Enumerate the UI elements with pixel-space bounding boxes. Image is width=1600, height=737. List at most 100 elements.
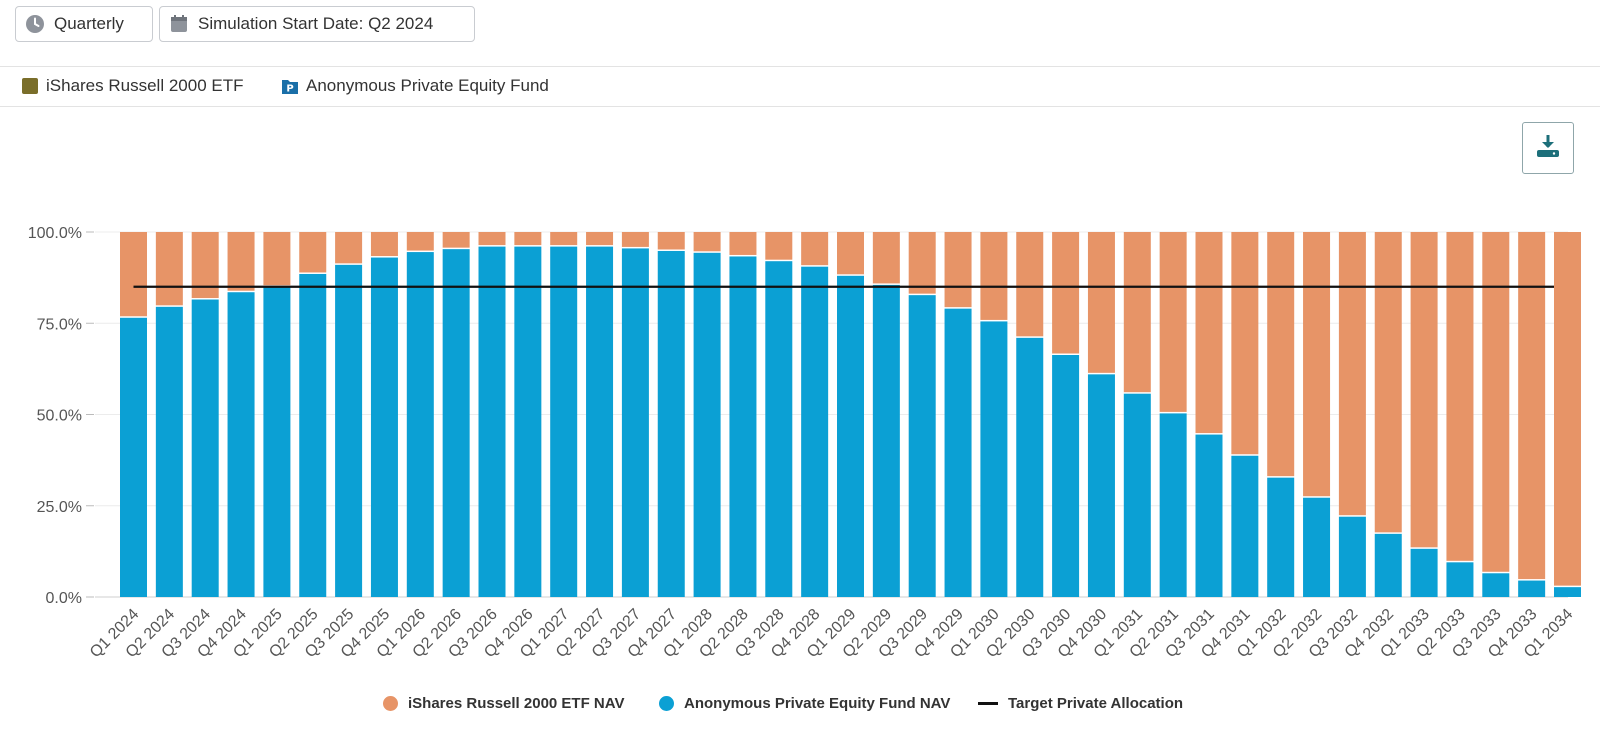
bar-public-nav [1303,232,1331,497]
bar-private-nav [1518,580,1546,597]
private-fund-badge-icon: P [282,78,298,95]
bar-private-nav [1231,455,1259,597]
bar-public-nav [765,232,793,260]
bar-public-nav [621,232,649,247]
calendar-icon [168,13,190,35]
bar-private-nav [1446,562,1474,597]
bar-public-nav [908,232,936,294]
bar-public-nav [657,232,685,250]
bar-private-nav [1159,413,1187,597]
bar-public-nav [1410,232,1438,548]
bar-private-nav [1052,355,1080,597]
public-fund-swatch [22,78,38,94]
private-fund-chip[interactable]: P Anonymous Private Equity Fund [282,76,549,96]
legend-dot-marker [659,696,674,711]
start-date-label: Simulation Start Date: Q2 2024 [198,14,434,33]
bar-public-nav [1123,232,1151,393]
bar-private-nav [370,257,398,597]
bar-private-nav [1016,337,1044,597]
bar-public-nav [872,232,900,284]
bar-public-nav [1159,232,1187,412]
bar-private-nav [406,252,434,597]
bar-private-nav [801,266,829,597]
bar-private-nav [1410,548,1438,597]
download-button[interactable] [1522,122,1574,174]
legend-item[interactable]: Target Private Allocation [978,695,1183,712]
legend-label: Anonymous Private Equity Fund NAV [684,695,951,712]
bar-public-nav [944,232,972,308]
y-tick-label: 50.0% [37,408,82,425]
bar-private-nav [263,286,291,597]
bar-public-nav [442,232,470,248]
bar-private-nav [299,273,327,597]
bar-public-nav [191,232,219,299]
legend-line-marker [978,702,998,705]
bar-private-nav [550,246,578,597]
legend-item[interactable]: iShares Russell 2000 ETF NAV [383,695,624,712]
bar-private-nav [837,275,864,597]
bar-private-nav [191,299,219,597]
bar-private-nav [442,249,470,597]
bar-private-nav [1123,393,1151,597]
start-date-button[interactable]: Simulation Start Date: Q2 2024 [159,6,475,42]
bar-private-nav [478,246,506,597]
bar-public-nav [263,232,291,286]
bar-public-nav [1231,232,1259,455]
legend-label: iShares Russell 2000 ETF NAV [408,695,625,712]
bar-private-nav [980,321,1008,597]
toolbar: Quarterly Simulation Start Date: Q2 2024 [0,0,1600,67]
bar-public-nav [299,232,327,273]
download-icon [1535,133,1561,164]
bar-private-nav [729,256,757,597]
legend-label: Target Private Allocation [1008,695,1184,712]
bar-public-nav [1087,232,1115,373]
y-tick-label: 25.0% [37,499,82,516]
bar-public-nav [1016,232,1044,337]
bar-public-nav [335,232,363,264]
y-tick-label: 75.0% [37,316,82,333]
bar-private-nav [1267,477,1295,597]
bar-public-nav [1052,232,1080,354]
public-fund-chip[interactable]: iShares Russell 2000 ETF [22,76,243,96]
frequency-button[interactable]: Quarterly [15,6,153,42]
bar-public-nav [1518,232,1546,580]
bar-public-nav [1446,232,1474,561]
legend-dot-marker [383,696,398,711]
bar-public-nav [980,232,1008,320]
bar-private-nav [1303,497,1331,597]
bar-public-nav [155,232,183,306]
bar-private-nav [514,246,542,597]
bar-private-nav [1482,573,1510,597]
legend-item[interactable]: Anonymous Private Equity Fund NAV [659,695,950,712]
bar-private-nav [765,261,793,597]
svg-text:P: P [286,84,293,95]
bar-private-nav [586,246,614,597]
bar-public-nav [693,232,721,252]
bar-private-nav [693,252,721,597]
bar-public-nav [801,232,829,266]
bar-public-nav [837,232,864,275]
bar-private-nav [227,292,255,597]
public-fund-label: iShares Russell 2000 ETF [46,76,244,95]
bar-public-nav [1195,232,1223,434]
bar-private-nav [621,248,649,598]
bar-private-nav [335,264,363,597]
bar-private-nav [908,295,936,597]
chart-legend: iShares Russell 2000 ETF NAV Anonymous Pr… [0,695,1600,721]
fund-bar: iShares Russell 2000 ETF P Anonymous Pri… [0,66,1600,107]
bar-public-nav [120,232,147,317]
bar-private-nav [120,317,147,597]
bar-public-nav [1338,232,1366,516]
bar-private-nav [872,284,900,597]
clock-icon [24,13,46,35]
bar-public-nav [370,232,398,257]
frequency-label: Quarterly [54,14,124,33]
bar-public-nav [514,232,542,246]
bar-public-nav [550,232,578,246]
bar-private-nav [1554,587,1581,597]
bar-public-nav [1267,232,1295,477]
bar-public-nav [1374,232,1402,533]
bar-public-nav [729,232,757,255]
private-fund-label: Anonymous Private Equity Fund [306,76,549,95]
